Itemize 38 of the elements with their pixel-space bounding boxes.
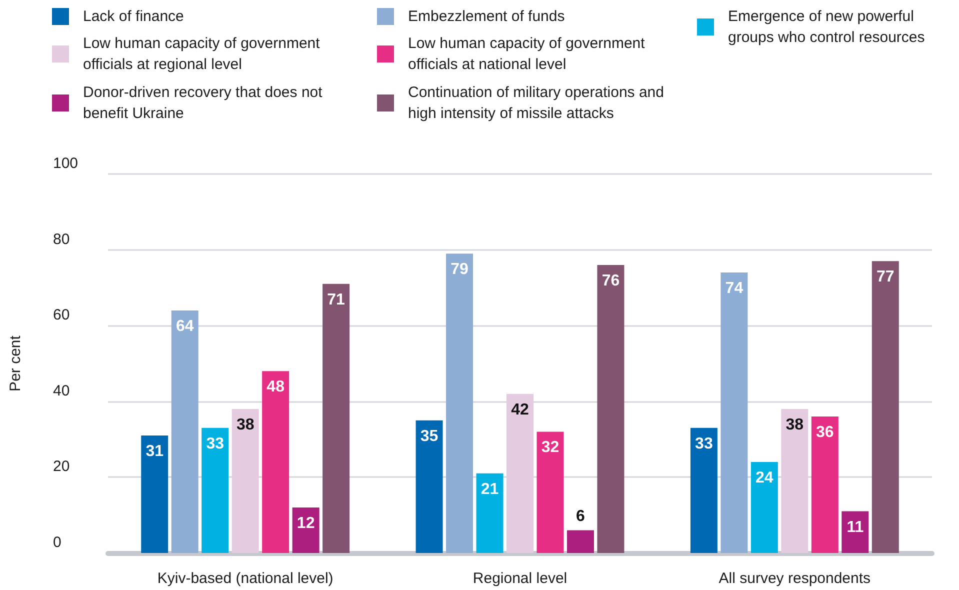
data-label: 77 — [876, 268, 894, 286]
data-label: 38 — [236, 416, 254, 434]
x-tick-label: Kyiv-based (national level) — [157, 570, 334, 587]
data-label: 74 — [725, 280, 744, 298]
legend-label: Lack of finance — [83, 8, 184, 25]
x-tick-label: All survey respondents — [718, 570, 871, 587]
y-axis-title: Per cent — [7, 334, 24, 392]
data-label: 36 — [816, 424, 834, 442]
data-label: 6 — [576, 508, 586, 525]
x-tick-label: Regional level — [472, 570, 568, 587]
data-label: 38 — [786, 416, 804, 434]
legend-label: Continuation of military operations and high intensity of missile attacks — [408, 84, 668, 122]
y-tick-label: 0 — [53, 534, 62, 551]
data-label: 11 — [846, 518, 864, 536]
legend-label: Low human capacity of government officials at regional level — [83, 35, 324, 73]
data-label: 33 — [206, 435, 224, 452]
y-tick-label: 80 — [53, 230, 70, 248]
data-label: 79 — [450, 261, 469, 278]
data-label: 35 — [420, 428, 438, 445]
data-label: 76 — [602, 272, 620, 290]
data-label: 48 — [266, 378, 285, 396]
data-label: 64 — [176, 318, 194, 335]
legend-label: Donor-driven recovery that does not benefit Ukraine — [83, 84, 326, 122]
y-tick-label: 40 — [53, 382, 70, 400]
data-label: 42 — [511, 401, 529, 418]
y-tick-label: 20 — [53, 458, 70, 476]
data-label: 21 — [480, 480, 499, 498]
data-label: 31 — [146, 443, 164, 460]
y-tick-label: 100 — [53, 155, 78, 172]
data-label: 12 — [296, 515, 315, 532]
y-tick-label: 60 — [53, 306, 70, 324]
legend-label: Emergence of new powerful groups who control resources — [728, 8, 925, 46]
data-label: 71 — [327, 291, 346, 308]
data-label: 24 — [756, 470, 774, 487]
data-label: 32 — [541, 439, 560, 456]
legend-label: Low human capacity of government officials at national level — [408, 35, 649, 73]
data-label: 33 — [695, 435, 713, 452]
legend-label: Embezzlement of funds — [408, 8, 565, 25]
